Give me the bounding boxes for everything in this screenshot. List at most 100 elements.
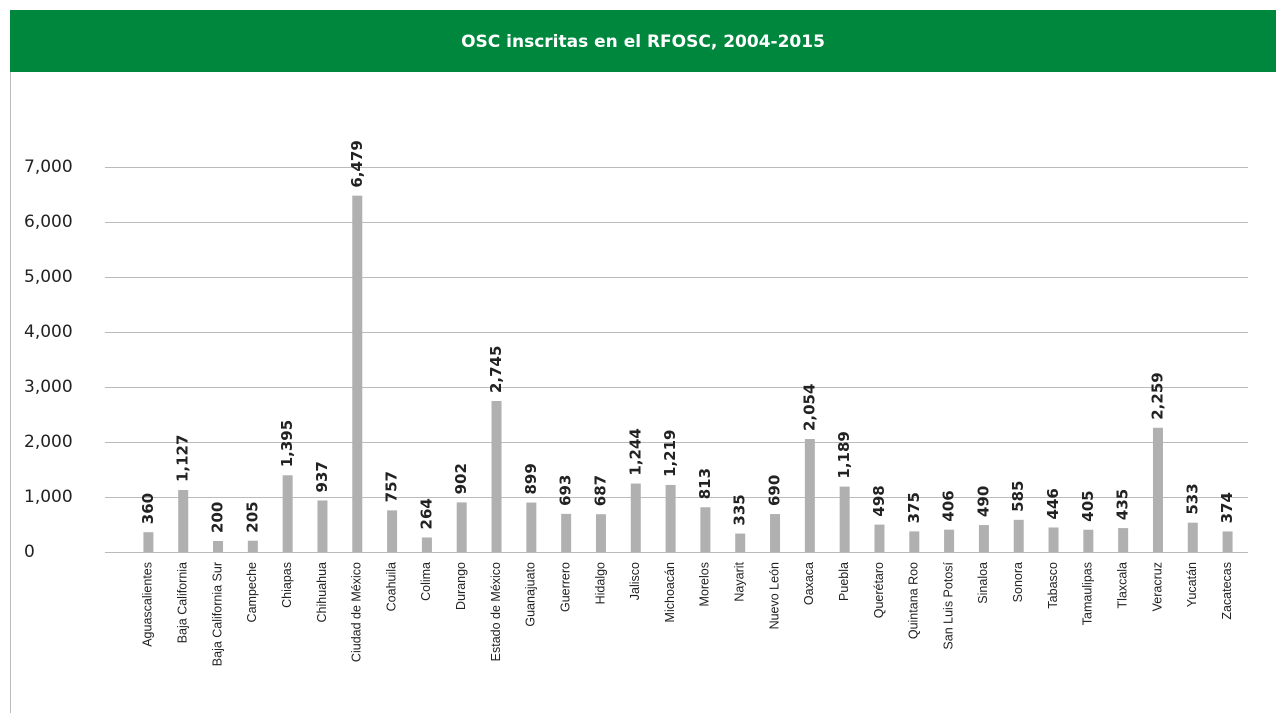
bar bbox=[804, 439, 815, 552]
x-tick-label: San Luis Potosí bbox=[941, 561, 955, 649]
bar bbox=[282, 475, 293, 552]
data-label: 1,395 bbox=[278, 420, 296, 467]
data-label: 1,127 bbox=[174, 435, 192, 482]
data-label: 813 bbox=[696, 468, 714, 499]
data-label: 375 bbox=[905, 492, 923, 523]
bar bbox=[874, 524, 885, 552]
bar bbox=[909, 531, 920, 552]
data-label: 937 bbox=[313, 461, 331, 492]
data-label: 2,259 bbox=[1148, 372, 1166, 419]
x-tick-label: Aguascalientes bbox=[141, 562, 155, 647]
bar bbox=[1222, 531, 1233, 552]
data-label: 757 bbox=[383, 471, 401, 502]
bar bbox=[387, 510, 398, 552]
x-tick-label: Guanajuato bbox=[524, 562, 538, 627]
data-label: 435 bbox=[1114, 489, 1132, 520]
y-tick-label: 7,000 bbox=[24, 157, 73, 177]
bar bbox=[247, 540, 258, 552]
x-tick-label: Oaxaca bbox=[802, 562, 816, 605]
data-label: 490 bbox=[974, 486, 992, 517]
data-label: 406 bbox=[940, 490, 958, 521]
data-label: 335 bbox=[731, 494, 749, 525]
data-label: 899 bbox=[522, 463, 540, 494]
bar bbox=[665, 484, 676, 552]
bar bbox=[1048, 527, 1059, 552]
data-label: 264 bbox=[417, 498, 435, 529]
data-label: 360 bbox=[139, 493, 157, 524]
x-tick-label: Colima bbox=[419, 562, 433, 601]
bar bbox=[491, 401, 502, 552]
bar bbox=[352, 195, 363, 552]
bar bbox=[526, 502, 537, 552]
y-tick-label: 5,000 bbox=[24, 267, 73, 287]
x-tick-label: Jalisco bbox=[628, 562, 642, 600]
bar bbox=[1013, 519, 1024, 552]
bar bbox=[700, 507, 711, 552]
x-tick-label: Nayarit bbox=[733, 561, 747, 601]
y-tick-label: 1,000 bbox=[24, 487, 73, 507]
data-label: 498 bbox=[870, 485, 888, 516]
data-label: 687 bbox=[591, 475, 609, 506]
bar bbox=[213, 541, 224, 552]
x-tick-label: Sinaloa bbox=[976, 562, 990, 604]
data-label: 1,244 bbox=[626, 428, 644, 475]
bar bbox=[317, 500, 328, 552]
data-label: 1,189 bbox=[835, 431, 853, 478]
x-tick-label: Ciudad de México bbox=[350, 562, 364, 662]
bar bbox=[630, 483, 641, 552]
bar bbox=[1187, 522, 1198, 552]
x-tick-label: Zacatecas bbox=[1220, 562, 1234, 620]
bar bbox=[143, 532, 154, 552]
data-label: 2,054 bbox=[800, 384, 818, 431]
x-tick-label: Yucatán bbox=[1185, 562, 1199, 607]
chart-title: OSC inscritas en el RFOSC, 2004-2015 bbox=[461, 32, 825, 52]
x-tick-label: Morelos bbox=[698, 562, 712, 606]
bar bbox=[839, 486, 850, 552]
x-tick-label: Coahuila bbox=[384, 562, 398, 611]
data-label: 446 bbox=[1044, 488, 1062, 519]
data-label: 205 bbox=[243, 501, 261, 532]
bar bbox=[456, 502, 467, 552]
data-label: 690 bbox=[766, 475, 784, 506]
data-label: 693 bbox=[557, 475, 575, 506]
bar bbox=[1152, 427, 1163, 552]
x-tick-label: Tabasco bbox=[1046, 562, 1060, 609]
x-tick-label: Puebla bbox=[837, 562, 851, 601]
bar bbox=[944, 529, 955, 552]
y-tick-label: 4,000 bbox=[24, 322, 73, 342]
x-tick-label: Nuevo León bbox=[767, 562, 781, 629]
x-tick-label: Campeche bbox=[245, 562, 259, 622]
x-tick-label: Chiapas bbox=[280, 562, 294, 608]
x-tick-label: Chihuahua bbox=[315, 562, 329, 623]
data-label: 585 bbox=[1009, 481, 1027, 512]
bar bbox=[421, 537, 432, 552]
data-label: 405 bbox=[1079, 490, 1097, 521]
x-tick-label: Tlaxcala bbox=[1115, 562, 1129, 609]
data-label: 533 bbox=[1183, 483, 1201, 514]
bar bbox=[1118, 528, 1129, 552]
data-label: 200 bbox=[209, 502, 227, 533]
y-tick-label: 0 bbox=[24, 542, 35, 562]
x-tick-label: Hidalgo bbox=[593, 562, 607, 604]
x-tick-label: Querétaro bbox=[872, 562, 886, 618]
x-tick-label: Guerrero bbox=[558, 562, 572, 612]
data-label: 374 bbox=[1218, 492, 1236, 523]
bar bbox=[735, 533, 746, 552]
y-tick-label: 2,000 bbox=[24, 432, 73, 452]
data-label: 902 bbox=[452, 463, 470, 494]
x-tick-label: Quintana Roo bbox=[907, 562, 921, 639]
x-tick-label: Sonora bbox=[1011, 562, 1025, 602]
data-label: 1,219 bbox=[661, 430, 679, 477]
bar bbox=[1083, 529, 1094, 552]
header-bar bbox=[10, 10, 1276, 72]
bar bbox=[178, 490, 189, 552]
x-tick-label: Tamaulipas bbox=[1081, 562, 1095, 625]
y-tick-label: 3,000 bbox=[24, 377, 73, 397]
x-tick-label: Durango bbox=[454, 562, 468, 610]
x-tick-label: Michoacán bbox=[663, 562, 677, 622]
bar bbox=[770, 514, 781, 552]
x-tick-label: Veracruz bbox=[1150, 562, 1164, 611]
bar bbox=[595, 514, 606, 552]
data-label: 6,479 bbox=[348, 140, 366, 187]
